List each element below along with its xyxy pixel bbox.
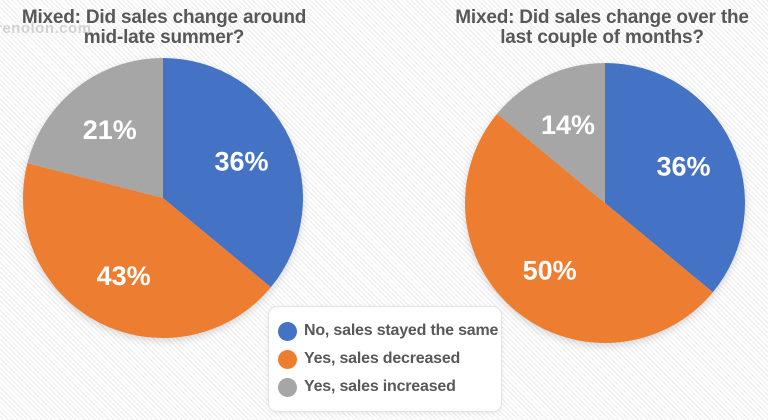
watermark: renolon.com <box>0 20 92 37</box>
pie-slice <box>605 63 745 293</box>
right-chart-title-line2: last couple of months? <box>500 27 704 48</box>
right-chart-title-line1: Mixed: Did sales change over the <box>455 7 749 28</box>
left-chart-title: Mixed: Did sales change around mid-late … <box>8 8 320 48</box>
legend-dot-gray-icon <box>278 377 297 397</box>
pie-slice <box>465 113 713 343</box>
pie-slice <box>163 58 303 288</box>
pie-chart-left: 36% 43% 21% <box>22 58 303 338</box>
legend-item-increased: Yes, sales increased <box>278 377 501 397</box>
legend-label: Yes, sales increased <box>304 378 456 395</box>
slice-percentage-label: 43% <box>97 261 151 291</box>
slice-percentage-label: 50% <box>523 255 577 285</box>
slice-percentage-label: 36% <box>657 151 711 181</box>
pie-chart-right: 36% 50% 14% <box>465 62 745 343</box>
left-chart-title-line2: mid-late summer? <box>83 27 245 48</box>
right-chart-title: Mixed: Did sales change over the last co… <box>444 8 760 48</box>
pie-slice <box>27 58 163 198</box>
legend-dot-orange-icon <box>278 349 297 369</box>
legend-item-decreased: Yes, sales decreased <box>278 349 501 369</box>
slice-percentage-label: 14% <box>541 110 595 140</box>
legend-label: Yes, sales decreased <box>304 350 461 367</box>
left-chart-title-line1: Mixed: Did sales change around <box>21 7 307 28</box>
legend-item-stayed-same: No, sales stayed the same <box>278 321 501 341</box>
legend-label: No, sales stayed the same <box>304 322 499 339</box>
legend-dot-blue-icon <box>278 321 297 341</box>
slice-percentage-label: 36% <box>215 146 269 176</box>
slice-percentage-label: 21% <box>83 115 137 145</box>
pie-slice <box>497 62 605 203</box>
legend-box: No, sales stayed the same Yes, sales dec… <box>268 306 502 412</box>
pie-slice <box>22 163 271 338</box>
